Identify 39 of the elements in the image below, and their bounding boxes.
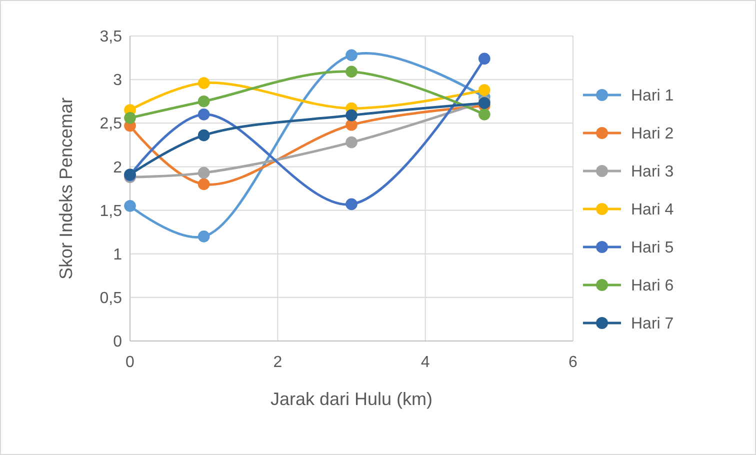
legend-label: Hari 7 (631, 316, 674, 333)
y-tick-label: 2 (113, 159, 122, 176)
point (346, 49, 358, 62)
point (478, 108, 490, 120)
legend-label: Hari 4 (631, 202, 674, 219)
point (478, 52, 490, 65)
legend-label: Hari 3 (631, 164, 674, 181)
legend-label: Hari 5 (631, 240, 674, 257)
y-tick-label: 0 (113, 334, 122, 351)
point (346, 198, 358, 210)
y-tick-label: 1,5 (100, 202, 122, 220)
x-axis-title: Jarak dari Hulu (km) (270, 389, 433, 409)
y-tick-label: 2,5 (100, 116, 122, 133)
point (124, 200, 136, 212)
legend-label: Hari 1 (631, 88, 674, 105)
x-tick-label: 6 (568, 354, 578, 371)
point (198, 230, 210, 242)
point (198, 178, 210, 190)
x-tick-label: 0 (126, 354, 135, 371)
legend-label: Hari 2 (631, 126, 674, 143)
point (346, 109, 358, 122)
point (346, 66, 358, 78)
point (198, 108, 210, 120)
x-tick-label: 4 (420, 354, 430, 371)
point (478, 84, 490, 96)
y-tick-label: 3,5 (100, 28, 122, 46)
point (198, 129, 210, 142)
x-tick-label: 2 (273, 354, 282, 371)
point (346, 136, 358, 148)
y-axis-title: Skor Indeks Pencemar (56, 97, 76, 280)
point (124, 112, 136, 124)
point (198, 95, 210, 108)
y-tick-label: 0,5 (100, 290, 122, 308)
point (198, 77, 210, 89)
y-tick-label: 3 (113, 72, 122, 90)
y-tick-label: 1 (113, 246, 122, 264)
legend-label: Hari 6 (631, 278, 674, 295)
point (198, 166, 210, 179)
point (346, 118, 358, 131)
